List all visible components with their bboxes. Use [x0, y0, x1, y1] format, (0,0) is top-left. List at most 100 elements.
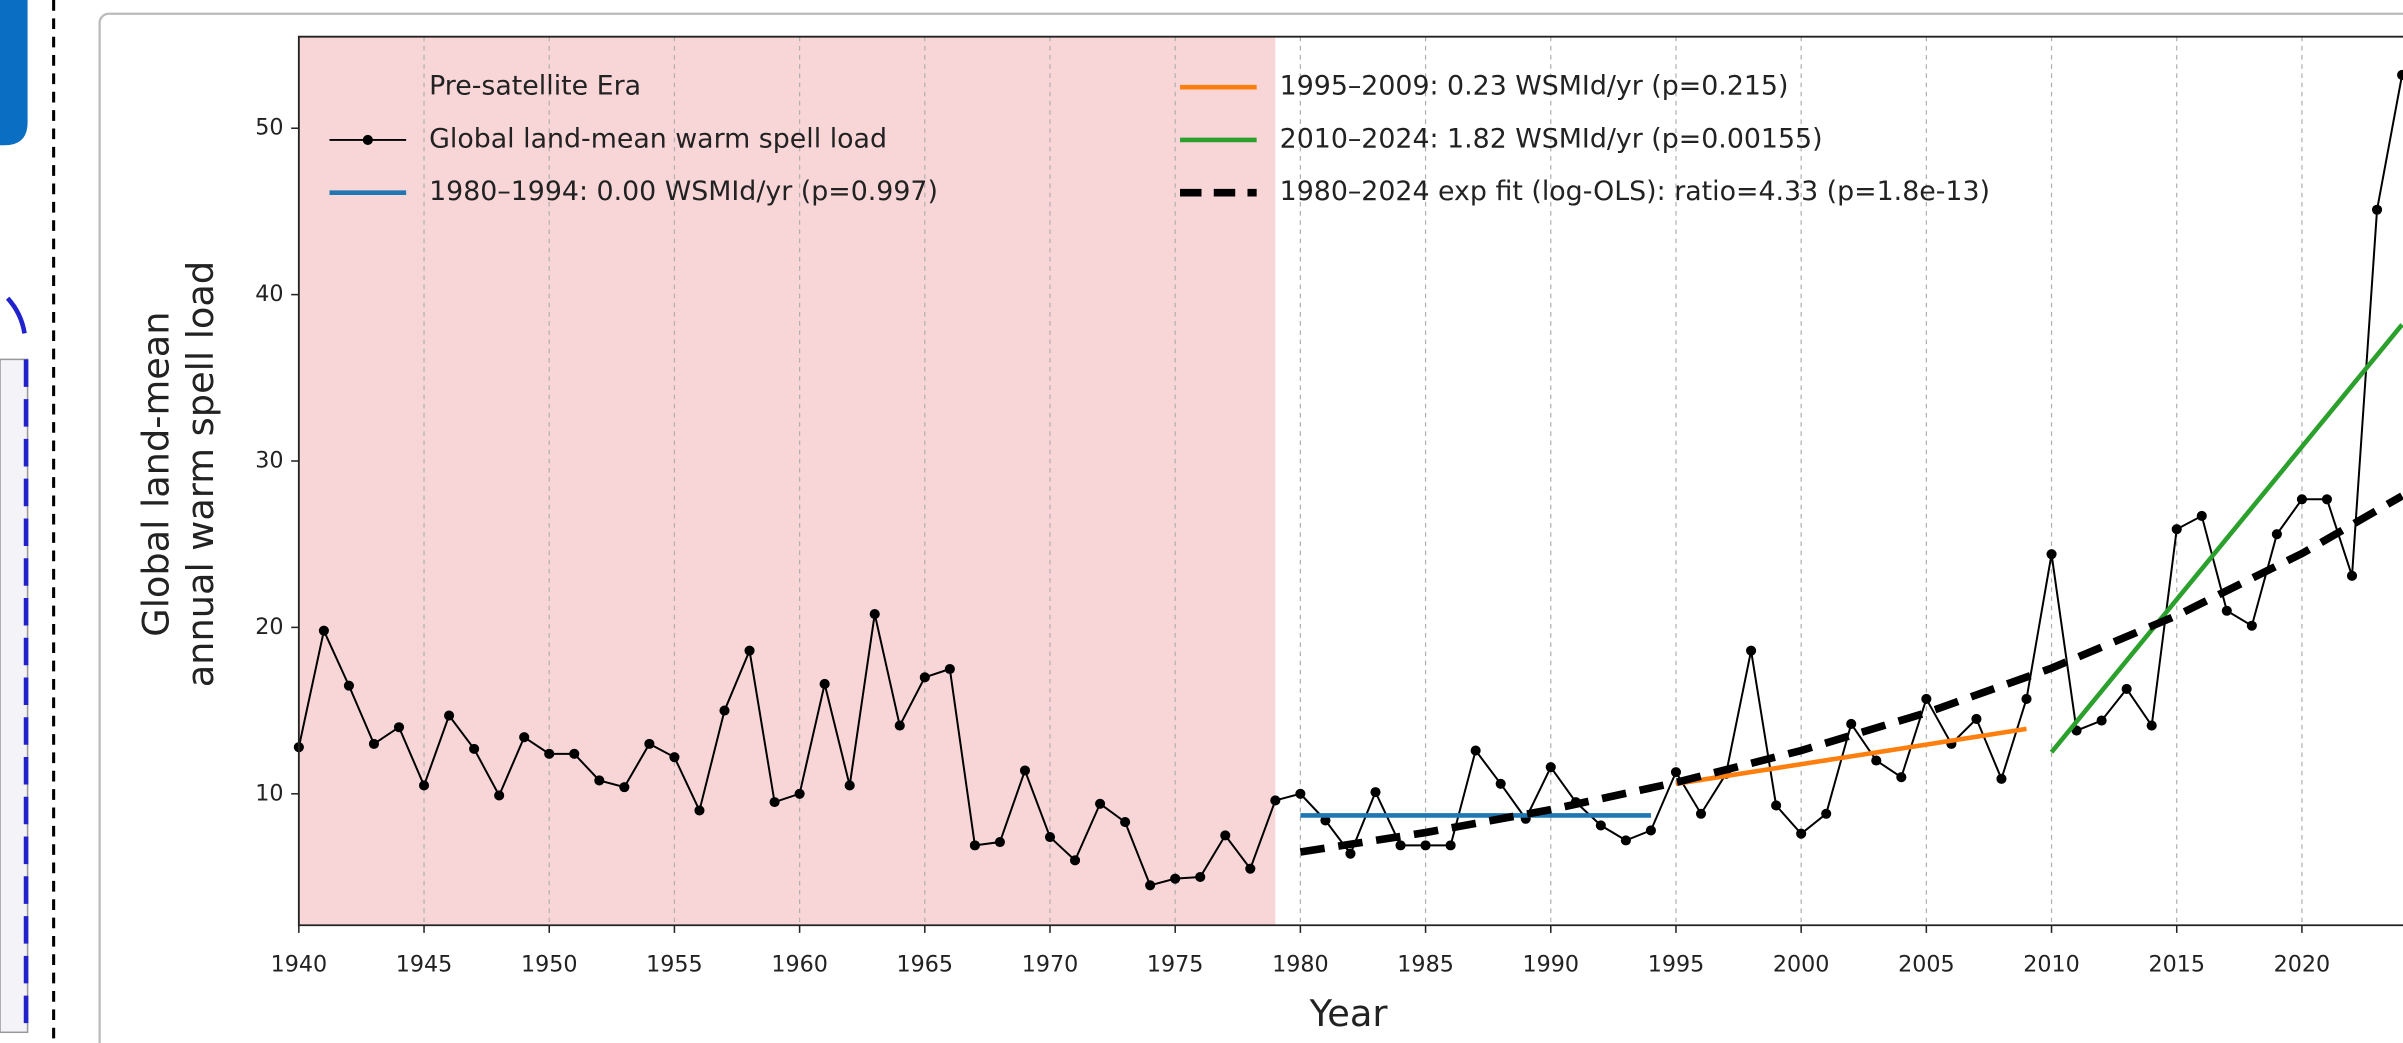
y-tick-label: 30	[255, 448, 283, 474]
data-point	[1445, 840, 1456, 851]
data-point	[393, 722, 405, 733]
x-tick-label: 2000	[1773, 952, 1830, 978]
y-tick-label: 20	[255, 614, 283, 640]
data-point	[1595, 820, 1606, 831]
y-tick-label: 40	[255, 281, 283, 307]
data-point	[569, 748, 580, 759]
span	[298, 36, 1276, 926]
data-point	[418, 780, 430, 791]
x-tick-label: 2005	[1898, 952, 1955, 978]
data-point	[1170, 873, 1181, 884]
data-point	[794, 788, 805, 799]
data-point	[1320, 815, 1331, 826]
data-point	[2346, 570, 2358, 581]
data-point	[1345, 848, 1356, 859]
data-point	[1821, 808, 1832, 819]
data-point	[368, 738, 380, 749]
data-point	[869, 609, 880, 620]
x-tick-label: 2010	[2023, 952, 2080, 978]
sidebar-badge	[0, 0, 28, 146]
data-point	[2096, 715, 2107, 726]
data-point	[769, 797, 780, 808]
data-point	[1695, 808, 1707, 819]
data-point	[1395, 840, 1406, 851]
legend-marker	[362, 134, 373, 145]
data-point	[969, 840, 980, 851]
x-tick-label: 1960	[771, 952, 828, 978]
y-tick-label: 50	[255, 115, 283, 141]
data-point	[1195, 871, 1206, 883]
data-point	[544, 748, 555, 759]
data-point	[2046, 549, 2057, 560]
data-point	[1095, 798, 1106, 809]
legend-label: 1980–1994: 0.00 WSMId/yr (p=0.997)	[429, 176, 938, 207]
data-point	[1796, 828, 1807, 839]
x-tick-label: 1970	[1022, 952, 1079, 978]
data-point	[1420, 840, 1431, 851]
x-tick-label: 1945	[396, 952, 453, 978]
legend-swatch	[329, 73, 402, 101]
legend-label: Global land-mean warm spell load	[429, 123, 887, 154]
plot-frame	[297, 35, 2403, 927]
data-point	[1145, 880, 1156, 891]
y-tick-label: 10	[255, 780, 283, 806]
data-point	[669, 752, 680, 763]
data-point	[894, 720, 905, 731]
data-point	[1771, 800, 1782, 811]
series-line	[1299, 492, 2403, 856]
data-point	[2246, 620, 2257, 631]
legend-label: 1995–2009: 0.23 WSMId/yr (p=0.215)	[1280, 71, 1789, 102]
data-point	[1871, 755, 1882, 766]
data-point	[1971, 713, 1982, 724]
data-point	[469, 743, 480, 754]
x-tick-label: 1940	[271, 952, 328, 978]
data-point	[994, 836, 1005, 848]
data-point	[944, 663, 955, 675]
x-tick-label: 1990	[1523, 952, 1580, 978]
data-point	[1120, 817, 1131, 828]
data-point	[594, 775, 605, 786]
data-point	[1069, 855, 1081, 866]
data-point	[2146, 720, 2157, 731]
x-axis-label: Year	[1309, 992, 1389, 1035]
data-point	[2196, 510, 2207, 521]
data-point	[2397, 69, 2403, 81]
data-point	[919, 672, 930, 683]
data-point	[1019, 765, 1031, 776]
data-point	[1670, 767, 1682, 778]
data-point	[2296, 494, 2307, 505]
data-point	[1545, 762, 1556, 773]
data-point	[1996, 773, 2007, 784]
data-point	[318, 625, 329, 636]
data-point	[819, 678, 830, 690]
x-tick-label: 1950	[521, 952, 578, 978]
data-point	[1846, 718, 1857, 729]
data-point	[844, 780, 855, 791]
data-point	[1370, 787, 1381, 798]
x-tick-label: 1995	[1648, 952, 1705, 978]
data-point	[719, 705, 730, 716]
data-point	[343, 680, 354, 691]
data-point	[744, 645, 755, 656]
data-point	[2271, 529, 2282, 540]
data-point	[1245, 863, 1256, 874]
data-point	[2121, 683, 2132, 695]
data-point	[1620, 835, 1631, 846]
data-point	[1270, 795, 1281, 806]
data-point	[644, 738, 655, 749]
sidebar-arc	[5, 296, 27, 334]
data-point	[2021, 693, 2032, 704]
data-point	[2371, 204, 2383, 215]
legend-label: Pre-satellite Era	[429, 71, 641, 102]
data-point	[2171, 524, 2182, 535]
data-point	[1220, 830, 1231, 841]
y-axis-label: annual warm spell load	[179, 261, 222, 687]
data-point	[494, 790, 505, 801]
data-point	[1746, 645, 1757, 656]
series-line	[2049, 323, 2403, 754]
data-point	[619, 782, 630, 793]
data-point	[444, 710, 455, 721]
sidebar-thumbnails	[0, 358, 29, 1034]
